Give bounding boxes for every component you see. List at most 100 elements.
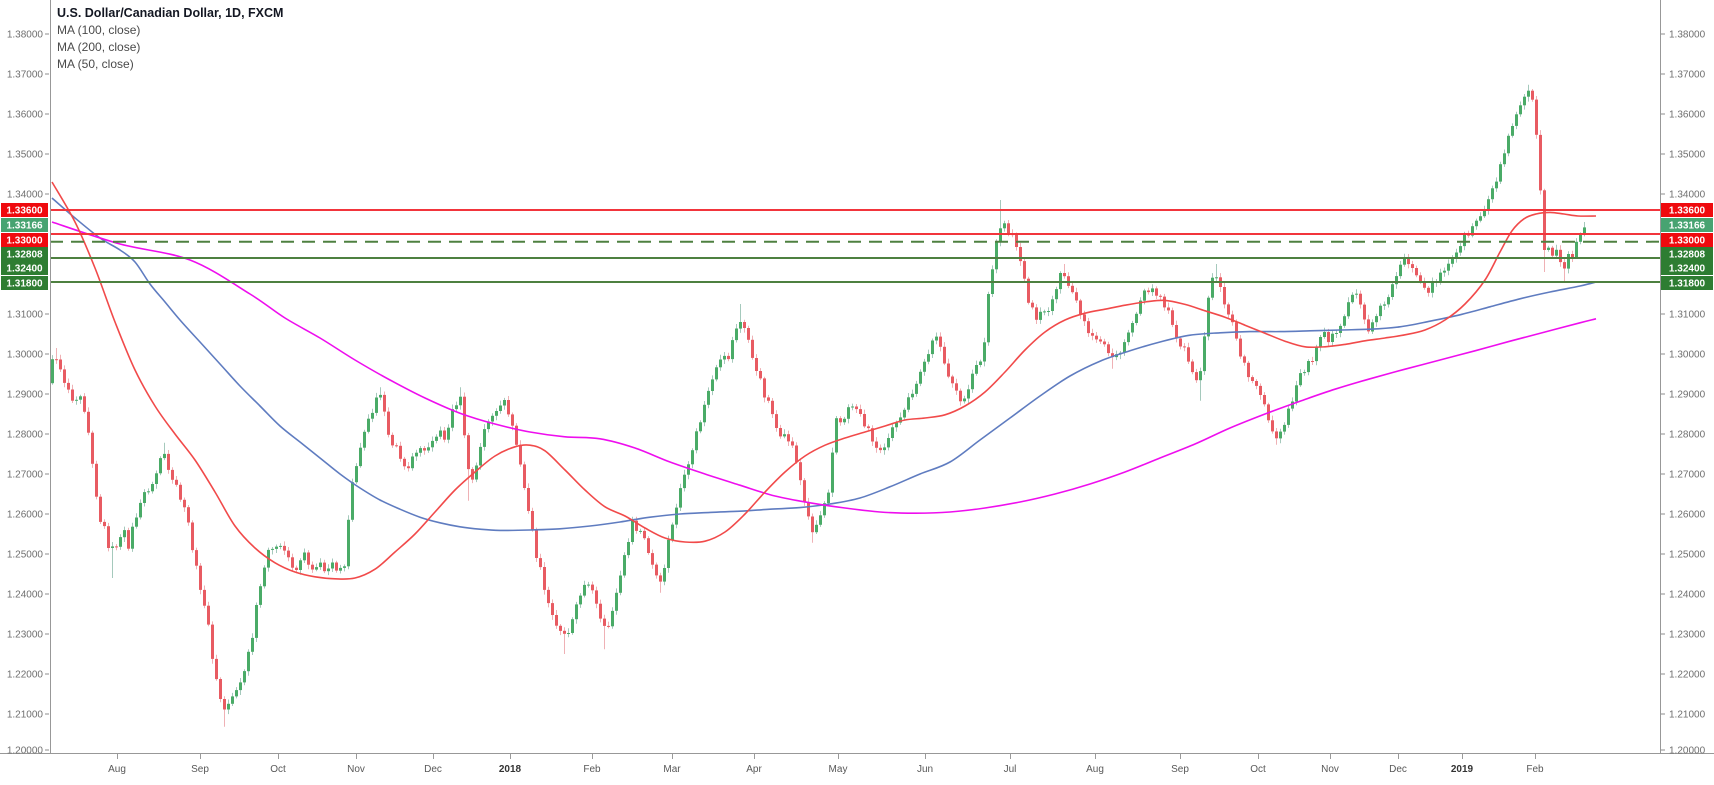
time-tick-label: Mar (663, 764, 681, 775)
price-tick-label: 1.30000 (1669, 350, 1706, 361)
candle-body (747, 328, 750, 340)
candle-body (763, 378, 766, 398)
candle-body (423, 448, 426, 451)
last-price-label[interactable] (1, 218, 48, 232)
candle-body (1291, 401, 1294, 409)
level-price-label[interactable] (1661, 276, 1713, 290)
candle-body (255, 605, 258, 638)
candle-body (371, 412, 374, 419)
candle-body (871, 428, 874, 442)
candle-body (1395, 276, 1398, 285)
level-price-label[interactable] (1, 247, 48, 261)
level-price-label[interactable] (1661, 261, 1713, 275)
candle-body (171, 469, 174, 480)
candle-body (359, 447, 362, 467)
candle-body (1091, 333, 1094, 336)
candle-body (199, 565, 202, 590)
candle-body (323, 562, 326, 572)
candle-body (771, 400, 774, 415)
price-axis[interactable]: 1.38000 1.38000 1.37000 1.37000 1.36000 1.360… (1, 30, 1713, 757)
candle-body (927, 354, 930, 362)
level-price-label[interactable] (1661, 203, 1713, 217)
candle-body (1239, 338, 1242, 357)
candle-body (547, 589, 550, 604)
indicator-legend-ma50[interactable]: MA (50, close) (57, 57, 134, 71)
candle-body (1375, 316, 1378, 323)
candle-body (1443, 270, 1446, 273)
candle-body (1131, 323, 1134, 333)
candle-body (735, 328, 738, 341)
price-tick-label: 1.38000 (7, 30, 44, 41)
candle-body (51, 359, 54, 384)
level-price-label[interactable] (1, 203, 48, 217)
candle-body (243, 671, 246, 683)
candle-body (75, 399, 78, 401)
candle-body (127, 530, 130, 549)
candle-body (1263, 395, 1266, 405)
candle-body (87, 411, 90, 433)
candle-body (751, 339, 754, 358)
candle-body (719, 359, 722, 368)
candle-body (1511, 126, 1514, 136)
level-price-label[interactable] (1, 261, 48, 275)
candle-body (55, 359, 58, 361)
time-tick-label: Aug (1086, 764, 1104, 775)
candle-body (955, 383, 958, 391)
candle-body (535, 530, 538, 558)
candle-body (1507, 135, 1510, 154)
candle-body (483, 429, 486, 447)
last-price-label[interactable] (1661, 218, 1713, 232)
time-axis[interactable]: Aug Sep Oct Nov Dec 2018 Feb Mar Apr May Jun Jul Aug… (108, 754, 1544, 775)
level-price-label[interactable] (1661, 247, 1713, 261)
candle-body (1099, 339, 1102, 342)
candle-body (935, 336, 938, 341)
candle-body (743, 322, 746, 328)
candle-body (587, 584, 590, 586)
candle-body (759, 371, 762, 379)
price-tick-label: 1.20000 (1669, 746, 1706, 757)
price-tick-label: 1.29000 (7, 390, 44, 401)
candle-body (1139, 300, 1142, 314)
ma-line-ma200[interactable] (51, 221, 1597, 514)
candle-body (883, 447, 886, 451)
price-tick-label: 1.23000 (1669, 630, 1706, 641)
candle-body (403, 458, 406, 467)
candle-body (1075, 292, 1078, 301)
candle-body (1543, 190, 1546, 250)
candle-body (263, 567, 266, 587)
ma-line-ma50[interactable] (51, 181, 1597, 580)
candle-body (851, 406, 854, 408)
candle-body (775, 414, 778, 428)
candle-body (383, 394, 386, 412)
candle-body (1159, 295, 1162, 297)
candle-body (787, 434, 790, 442)
candle-body (219, 679, 222, 699)
candle-body (1035, 307, 1038, 320)
candle-body (1515, 114, 1518, 126)
level-price-label[interactable] (1, 233, 48, 247)
candle-body (163, 453, 166, 459)
price-tick-label: 1.34000 (7, 190, 44, 201)
candle-body (451, 409, 454, 428)
ma-line-ma100[interactable] (51, 197, 1597, 532)
candle-body (1223, 287, 1226, 305)
level-price-label[interactable] (1, 276, 48, 290)
candle-body (215, 658, 218, 680)
candle-body (1031, 302, 1034, 308)
candle-body (183, 499, 186, 508)
level-price-label[interactable] (1661, 233, 1713, 247)
candle-body (1199, 371, 1202, 381)
candle-body (647, 538, 650, 553)
candle-body (619, 575, 622, 593)
candle-body (247, 651, 250, 672)
candle-body (143, 492, 146, 503)
candle-body (1475, 220, 1478, 227)
symbol-title[interactable]: U.S. Dollar/Canadian Dollar, 1D, FXCM (57, 6, 284, 20)
candle-body (223, 699, 226, 710)
indicator-legend-ma200[interactable]: MA (200, close) (57, 40, 141, 54)
candle-body (1419, 275, 1422, 282)
indicator-legend-ma100[interactable]: MA (100, close) (57, 23, 141, 37)
candle-body (1079, 300, 1082, 315)
